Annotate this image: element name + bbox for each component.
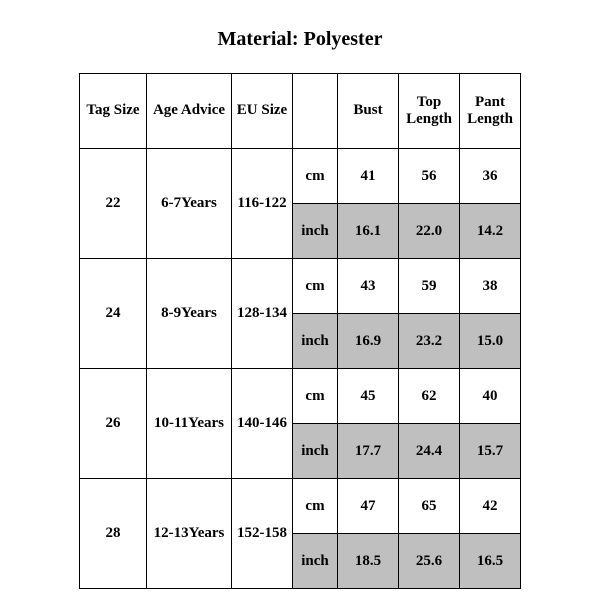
table-row: 26 10-11Years 140-146 cm 45 62 40 (80, 369, 521, 424)
col-unit (293, 74, 338, 149)
cell-bust-cm: 45 (338, 369, 399, 424)
cell-top-length-inch: 23.2 (399, 314, 460, 369)
cell-pant-length-cm: 36 (460, 149, 521, 204)
size-chart-table: Tag Size Age Advice EU Size Bust Top Len… (79, 73, 521, 589)
cell-bust-cm: 43 (338, 259, 399, 314)
col-pant-length: Pant Length (460, 74, 521, 149)
cell-unit-cm: cm (293, 259, 338, 314)
cell-age-advice: 12-13Years (147, 479, 232, 589)
cell-age-advice: 10-11Years (147, 369, 232, 479)
cell-unit-cm: cm (293, 149, 338, 204)
cell-tag-size: 24 (80, 259, 147, 369)
cell-bust-cm: 41 (338, 149, 399, 204)
cell-unit-inch: inch (293, 424, 338, 479)
cell-bust-inch: 18.5 (338, 534, 399, 589)
page-title: Material: Polyester (12, 28, 588, 51)
cell-unit-cm: cm (293, 479, 338, 534)
col-age-advice: Age Advice (147, 74, 232, 149)
table-row: 28 12-13Years 152-158 cm 47 65 42 (80, 479, 521, 534)
header-row: Tag Size Age Advice EU Size Bust Top Len… (80, 74, 521, 149)
cell-pant-length-cm: 40 (460, 369, 521, 424)
table-row: 24 8-9Years 128-134 cm 43 59 38 (80, 259, 521, 314)
cell-top-length-inch: 22.0 (399, 204, 460, 259)
cell-top-length-inch: 25.6 (399, 534, 460, 589)
cell-bust-inch: 17.7 (338, 424, 399, 479)
cell-age-advice: 6-7Years (147, 149, 232, 259)
cell-bust-inch: 16.9 (338, 314, 399, 369)
cell-unit-cm: cm (293, 369, 338, 424)
cell-eu-size: 140-146 (232, 369, 293, 479)
col-tag-size: Tag Size (80, 74, 147, 149)
cell-top-length-inch: 24.4 (399, 424, 460, 479)
cell-unit-inch: inch (293, 204, 338, 259)
col-bust: Bust (338, 74, 399, 149)
cell-age-advice: 8-9Years (147, 259, 232, 369)
cell-top-length-cm: 62 (399, 369, 460, 424)
cell-eu-size: 116-122 (232, 149, 293, 259)
cell-bust-cm: 47 (338, 479, 399, 534)
cell-unit-inch: inch (293, 534, 338, 589)
cell-pant-length-inch: 15.7 (460, 424, 521, 479)
cell-pant-length-inch: 15.0 (460, 314, 521, 369)
table-row: 22 6-7Years 116-122 cm 41 56 36 (80, 149, 521, 204)
cell-top-length-cm: 56 (399, 149, 460, 204)
cell-eu-size: 152-158 (232, 479, 293, 589)
cell-pant-length-inch: 16.5 (460, 534, 521, 589)
cell-top-length-cm: 65 (399, 479, 460, 534)
cell-eu-size: 128-134 (232, 259, 293, 369)
cell-tag-size: 26 (80, 369, 147, 479)
cell-pant-length-inch: 14.2 (460, 204, 521, 259)
cell-tag-size: 28 (80, 479, 147, 589)
cell-pant-length-cm: 42 (460, 479, 521, 534)
col-eu-size: EU Size (232, 74, 293, 149)
cell-bust-inch: 16.1 (338, 204, 399, 259)
cell-top-length-cm: 59 (399, 259, 460, 314)
cell-tag-size: 22 (80, 149, 147, 259)
col-top-length: Top Length (399, 74, 460, 149)
cell-unit-inch: inch (293, 314, 338, 369)
cell-pant-length-cm: 38 (460, 259, 521, 314)
